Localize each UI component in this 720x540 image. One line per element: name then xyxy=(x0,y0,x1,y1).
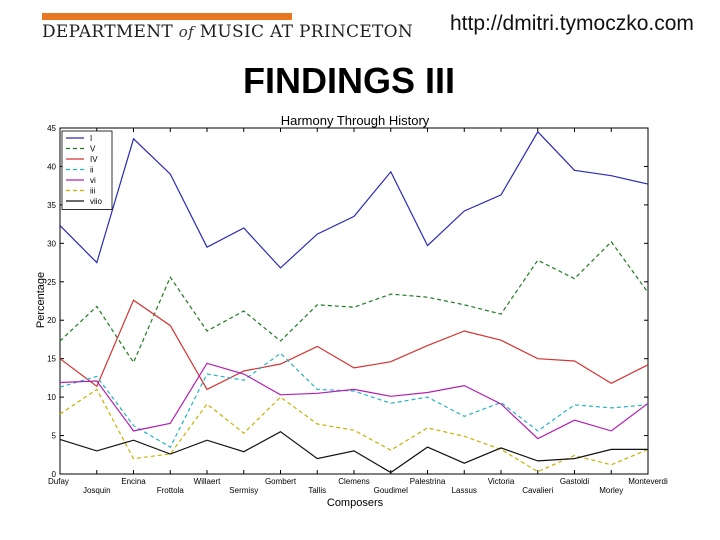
x-tick-label: Goudimel xyxy=(374,486,408,495)
x-tick-label: Gastoldi xyxy=(560,477,590,486)
x-tick-label: Dufay xyxy=(48,477,69,486)
legend-label: vi xyxy=(90,176,96,185)
y-tick-label: 0 xyxy=(52,470,57,479)
x-axis-label: Composers xyxy=(327,497,384,509)
y-tick-label: 15 xyxy=(47,355,56,364)
series-line-ii xyxy=(59,352,649,448)
series-line-viio xyxy=(59,430,648,474)
logo-text-left: DEPARTMENT xyxy=(42,22,174,42)
y-axis-label: Percentage xyxy=(35,272,47,328)
y-tick-label: 20 xyxy=(47,316,56,325)
y-tick-label: 45 xyxy=(47,124,56,133)
x-tick-label: Lassus xyxy=(452,486,477,495)
logo-text-right: MUSIC AT PRINCETON xyxy=(199,22,414,42)
series-line-iii xyxy=(59,388,649,473)
x-tick-label: Clemens xyxy=(338,477,370,486)
x-tick-label: Morley xyxy=(599,486,623,495)
x-tick-label: Cavalieri xyxy=(522,486,553,495)
legend-label: V xyxy=(90,145,96,154)
x-tick-label: Monteverdi xyxy=(628,477,668,486)
x-tick-label: Gombert xyxy=(265,477,297,486)
series-line-vi xyxy=(59,362,649,440)
x-tick-label: Palestrina xyxy=(410,477,446,486)
logo-text-of: of xyxy=(178,23,194,41)
legend-label: I xyxy=(90,134,92,143)
slide-title: FINDINGS III xyxy=(243,60,456,101)
y-tick-label: 5 xyxy=(52,432,57,441)
series-line-iv xyxy=(59,299,649,391)
x-tick-label: Josquin xyxy=(83,486,111,495)
legend-label: ii xyxy=(90,166,94,175)
legend-label: IV xyxy=(90,155,98,164)
department-logo: DEPARTMENT of MUSIC AT PRINCETON xyxy=(42,22,413,46)
y-tick-label: 10 xyxy=(47,393,56,402)
x-tick-label: Willaert xyxy=(194,477,221,486)
y-tick-label: 40 xyxy=(47,162,56,171)
plot-frame xyxy=(59,127,649,475)
y-tick-label: 35 xyxy=(47,201,56,210)
legend-label: viio xyxy=(90,197,103,206)
x-tick-label: Encina xyxy=(121,477,146,486)
legend-box xyxy=(61,130,113,210)
series-line-v xyxy=(59,240,649,364)
x-tick-label: Sermisy xyxy=(229,486,258,495)
chart-title: Harmony Through History xyxy=(281,113,430,128)
author-url[interactable]: http://dmitri.tymoczko.com xyxy=(450,12,694,35)
x-tick-label: Frottola xyxy=(157,486,185,495)
x-tick-label: Tallis xyxy=(308,486,326,495)
y-tick-label: 30 xyxy=(47,239,56,248)
legend-label: iii xyxy=(90,187,96,196)
logo-accent-bar xyxy=(42,13,292,20)
series-line-i xyxy=(59,130,649,269)
y-tick-label: 25 xyxy=(47,278,56,287)
x-tick-label: Victoria xyxy=(488,477,515,486)
